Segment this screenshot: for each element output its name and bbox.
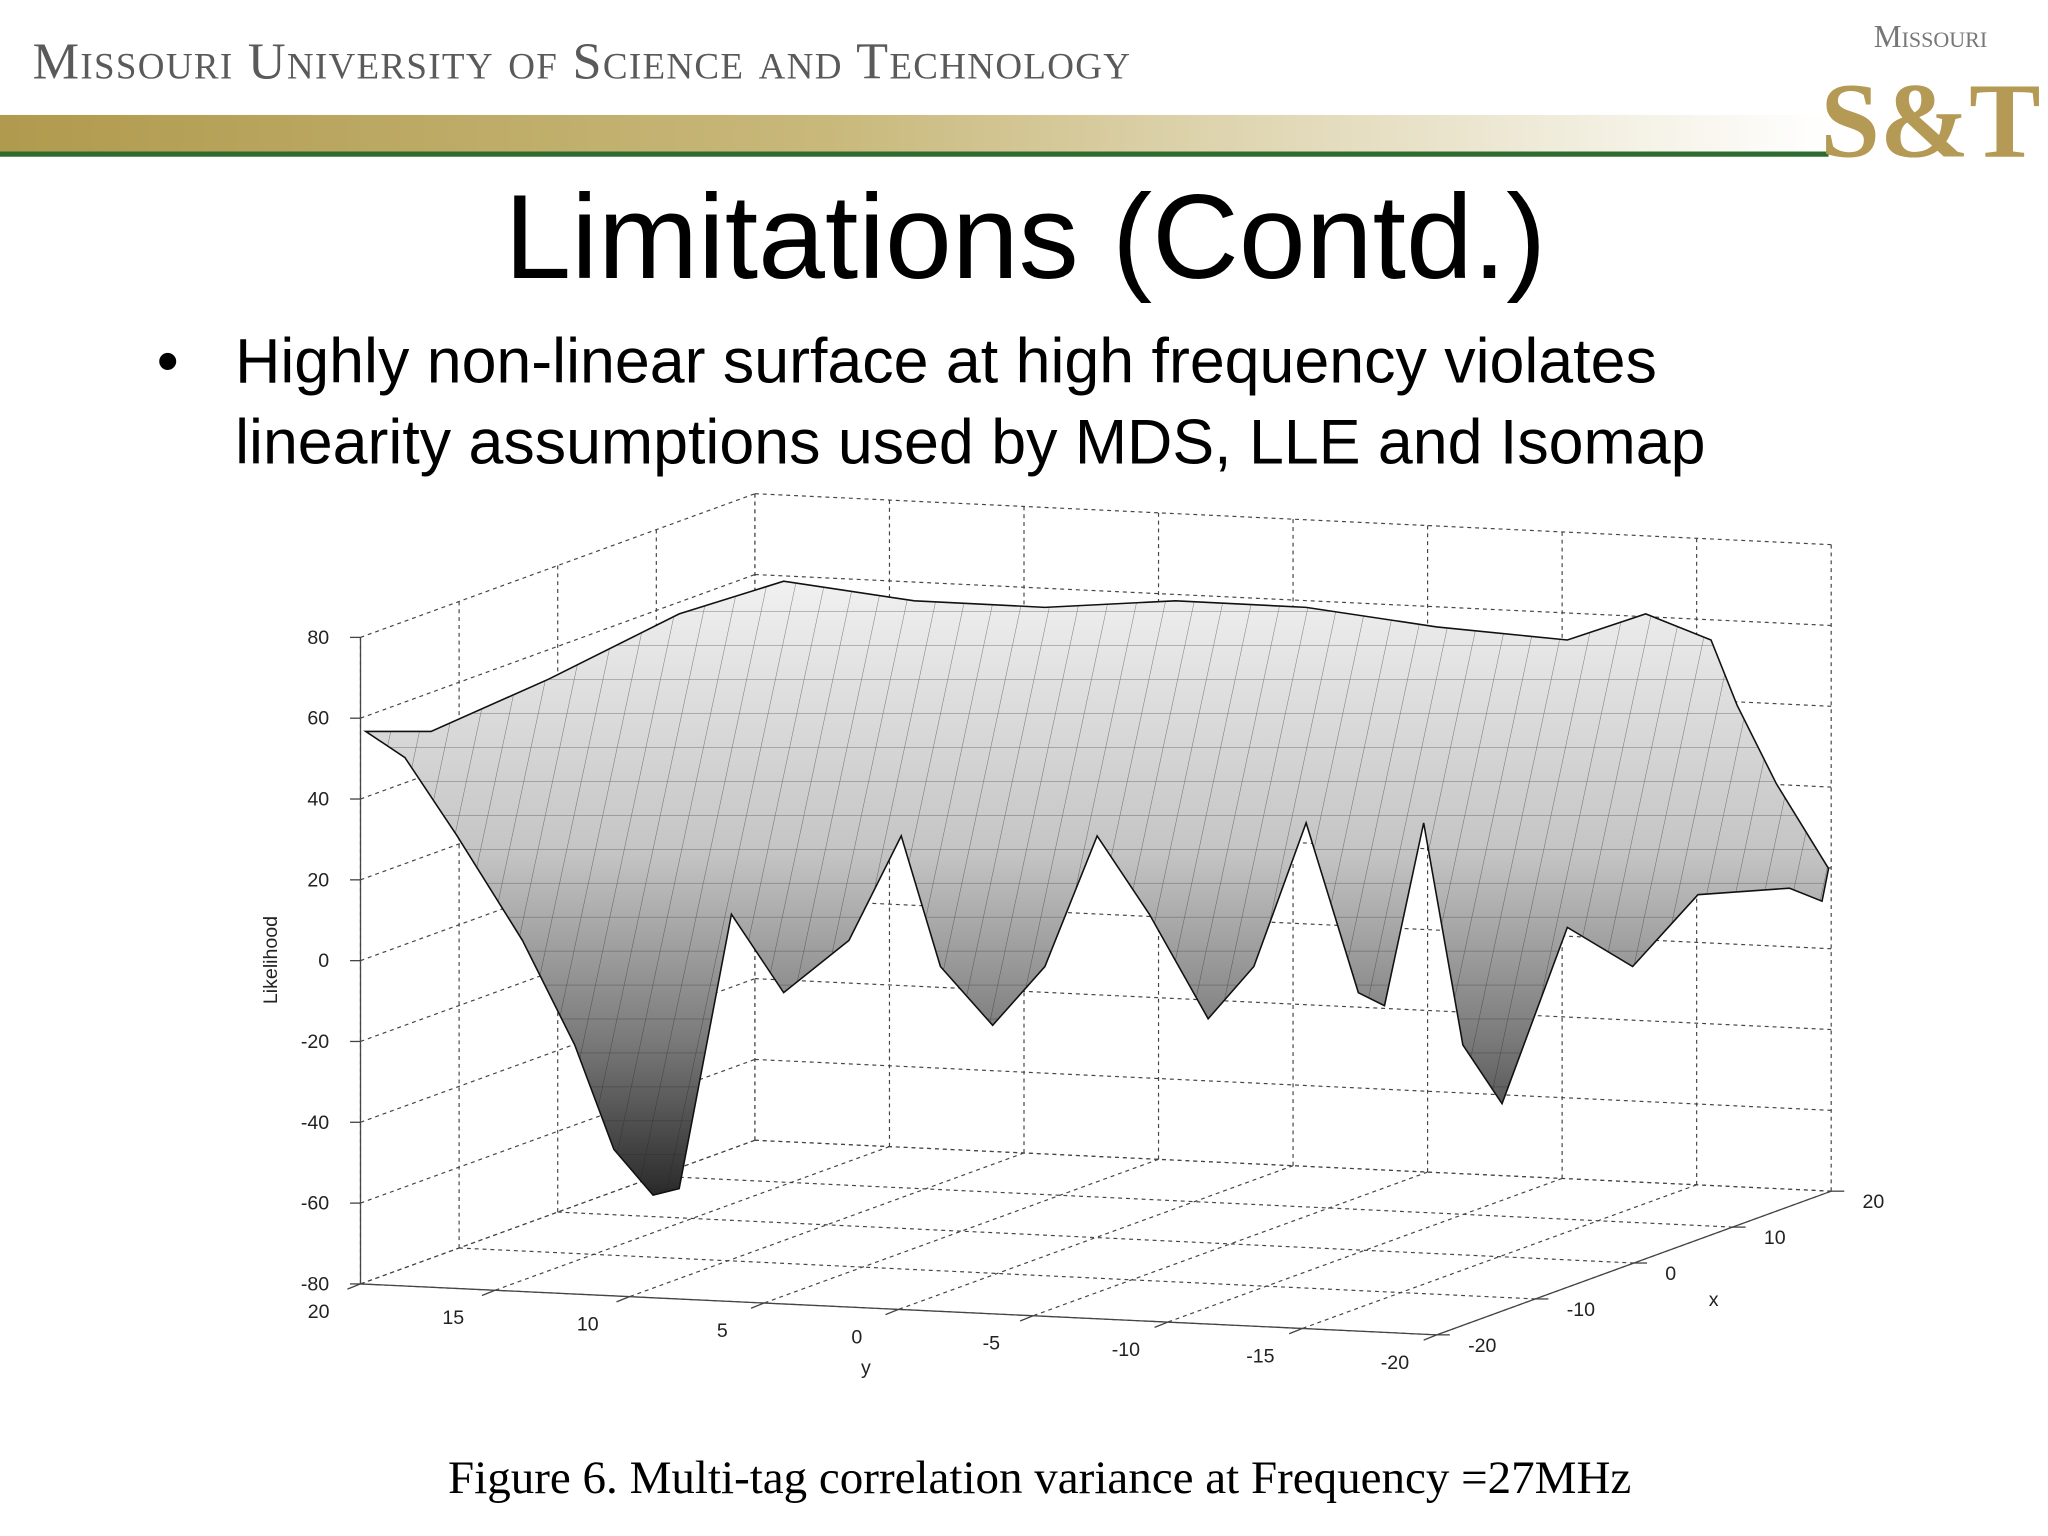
y-tick-label: 5	[717, 1320, 728, 1342]
grid-line	[557, 1211, 1634, 1264]
x-axis-label: x	[1709, 1289, 1719, 1311]
z-axis-label: Likelihood	[260, 916, 282, 1004]
x-tick-label: 20	[1863, 1191, 1885, 1213]
bullet-text: linearity assumptions used by MDS, LLE a…	[235, 408, 1705, 478]
y-tick-label: -15	[1246, 1345, 1274, 1367]
tick-mark	[750, 1302, 765, 1309]
surface	[364, 580, 1830, 1196]
y-tick-label: -10	[1112, 1339, 1140, 1361]
z-tick-label: -40	[301, 1112, 329, 1134]
x-tick-label: 0	[1665, 1263, 1676, 1285]
university-name: Missouri University of Science and Techn…	[33, 32, 1132, 90]
figure-caption: Figure 6. Multi-tag correlation variance…	[448, 1452, 1631, 1504]
tick-mark	[347, 1283, 361, 1290]
tick-mark	[1019, 1315, 1034, 1322]
z-tick-label: -80	[301, 1273, 329, 1295]
header-rule	[0, 151, 1829, 157]
y-tick-label: 0	[851, 1326, 862, 1348]
y-tick-label: 20	[308, 1301, 330, 1323]
y-tick-label: -20	[1381, 1352, 1409, 1374]
y-tick-label: 15	[442, 1307, 464, 1329]
y-axis-label: y	[861, 1357, 871, 1379]
logo-main: S&T	[1820, 63, 2040, 181]
z-tick-label: 0	[318, 950, 329, 972]
tick-mark	[616, 1296, 630, 1303]
bullet-marker: •	[157, 327, 179, 397]
y-axis	[360, 1283, 1437, 1336]
tick-mark	[1288, 1327, 1303, 1335]
x-tick-label: 10	[1764, 1227, 1786, 1249]
z-tick-label: 40	[307, 789, 329, 811]
y-tick-label: -5	[983, 1333, 1001, 1355]
z-tick-label: -60	[301, 1193, 329, 1215]
tick-mark	[481, 1289, 496, 1297]
tick-mark	[885, 1308, 899, 1316]
logo-top: Missouri	[1874, 19, 1987, 54]
x-tick-label: -20	[1468, 1335, 1496, 1357]
x-tick-label: -10	[1567, 1299, 1595, 1321]
grid-line	[763, 1158, 1159, 1304]
z-tick-label: 20	[307, 869, 329, 891]
grid-line	[898, 1165, 1294, 1310]
x-axis	[1436, 1190, 1832, 1336]
tick-mark	[1423, 1334, 1437, 1341]
tick-mark	[1154, 1321, 1168, 1328]
y-tick-label: 10	[577, 1314, 599, 1336]
bullet-text: Highly non-linear surface at high freque…	[235, 327, 1657, 397]
grid-line	[1032, 1171, 1428, 1317]
z-tick-label: 60	[307, 708, 329, 730]
slide-title: Limitations (Contd.)	[504, 170, 1546, 304]
z-tick-label: 80	[307, 627, 329, 649]
header-bar	[0, 114, 1829, 155]
plot-axes: 80 60 40 20 0 -20 -40 -60 -80 20 15 10 5 0 -5 -10 -15 -20…	[301, 627, 1885, 1374]
z-tick-label: -20	[301, 1031, 329, 1053]
